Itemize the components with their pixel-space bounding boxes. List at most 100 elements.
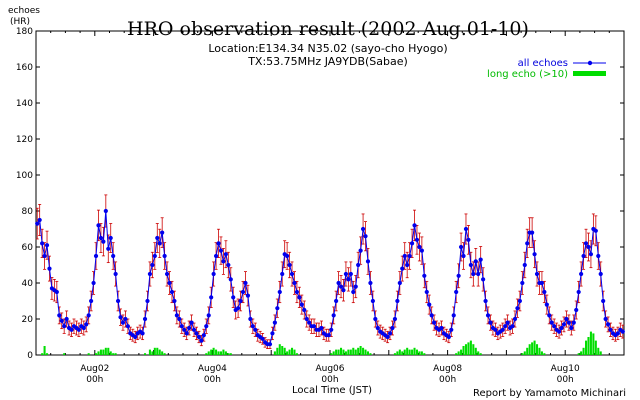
long-echo-bar [330,353,333,355]
y-tick-label: 120 [16,135,33,145]
long-echo-bar [462,346,465,355]
data-point [605,322,611,327]
long-echo-bar [406,347,409,355]
y-tick-label: 140 [16,99,33,109]
long-echo-bar [337,349,340,355]
data-point [432,320,437,325]
data-point [478,257,483,262]
data-point [579,271,584,277]
data-point [429,313,434,318]
x-tick-label-time: 00h [204,375,221,385]
data-point [62,324,67,329]
long-echo-bar [528,344,531,355]
data-point [125,324,130,329]
data-point [76,327,81,332]
data-point [348,271,353,277]
data-point [603,316,608,322]
data-point [150,262,155,268]
long-echo-bar [362,347,365,355]
data-point [213,253,219,259]
data-point [209,295,214,300]
chart-subtitle-transmitter: TX:53.75MHz JA9YDB(Sabae) [247,55,408,68]
data-point [476,271,481,277]
data-point [336,280,341,286]
data-point [294,289,300,295]
data-point [615,331,620,336]
x-axis-label: Local Time (JST) [292,385,372,396]
data-point [101,239,106,244]
data-point [226,262,231,268]
data-point [456,273,461,278]
long-echo-bar [526,347,529,355]
long-echo-bar [460,349,463,355]
data-point [598,271,603,277]
data-point [397,280,402,286]
long-echo-bar [357,347,360,355]
data-point [302,307,307,313]
data-point [289,271,295,277]
data-point [395,298,400,304]
long-echo-bar [276,347,279,355]
data-point [360,226,366,232]
data-point [338,284,344,289]
data-point [424,289,429,295]
y-tick-label: 60 [22,243,34,253]
data-point [307,320,312,325]
data-point [93,253,99,259]
data-point [108,235,113,241]
long-echo-bar [592,333,595,355]
data-point [113,271,118,277]
data-point [556,329,562,334]
data-point [549,320,554,325]
data-point [133,334,138,340]
data-point [250,324,255,329]
x-tick-label-date: Aug04 [198,364,227,374]
long-echo-bar [217,351,220,355]
data-point [142,316,148,322]
long-echo-bar [474,347,477,355]
long-echo-bar [597,347,600,355]
data-point [248,316,253,322]
data-point [199,338,204,343]
data-point [177,316,182,322]
data-point [343,271,349,277]
long-echo-bar [95,353,98,355]
data-point [392,316,398,322]
long-echo-bar [398,349,401,355]
y-axis-label-line-1: echoes [8,6,40,16]
data-point [373,316,378,322]
data-point [520,280,525,286]
data-point [505,320,510,325]
long-echo-bar [523,351,526,355]
data-point [581,253,586,259]
data-point [620,329,625,334]
y-tick-label: 40 [22,279,34,289]
data-point [353,284,358,289]
data-point [566,320,571,325]
data-point [341,288,346,293]
data-point [35,221,40,226]
legend-swatch-long-echo [573,71,606,76]
long-echo-bar [229,353,232,355]
y-tick-label: 0 [27,351,33,361]
data-point [417,244,422,250]
legend: all echoes long echo (>10) [487,58,606,80]
x-tick-label-time: 00h [439,375,456,385]
long-echo-bar [396,351,399,355]
data-point [311,324,317,329]
legend-label-all-echoes: all echoes [518,58,568,69]
data-point [574,307,579,313]
long-echo-bar [540,351,543,355]
long-echo-bar [536,344,539,355]
data-point [191,327,197,332]
data-point [157,241,162,246]
long-echo-bar [46,353,49,355]
data-point [231,295,236,300]
long-echo-bar [97,351,100,355]
data-point [270,331,275,336]
data-point [115,298,121,304]
data-point [201,333,206,338]
data-point [98,235,104,241]
data-point [561,322,567,327]
x-tick-label-time: 00h [86,375,103,385]
